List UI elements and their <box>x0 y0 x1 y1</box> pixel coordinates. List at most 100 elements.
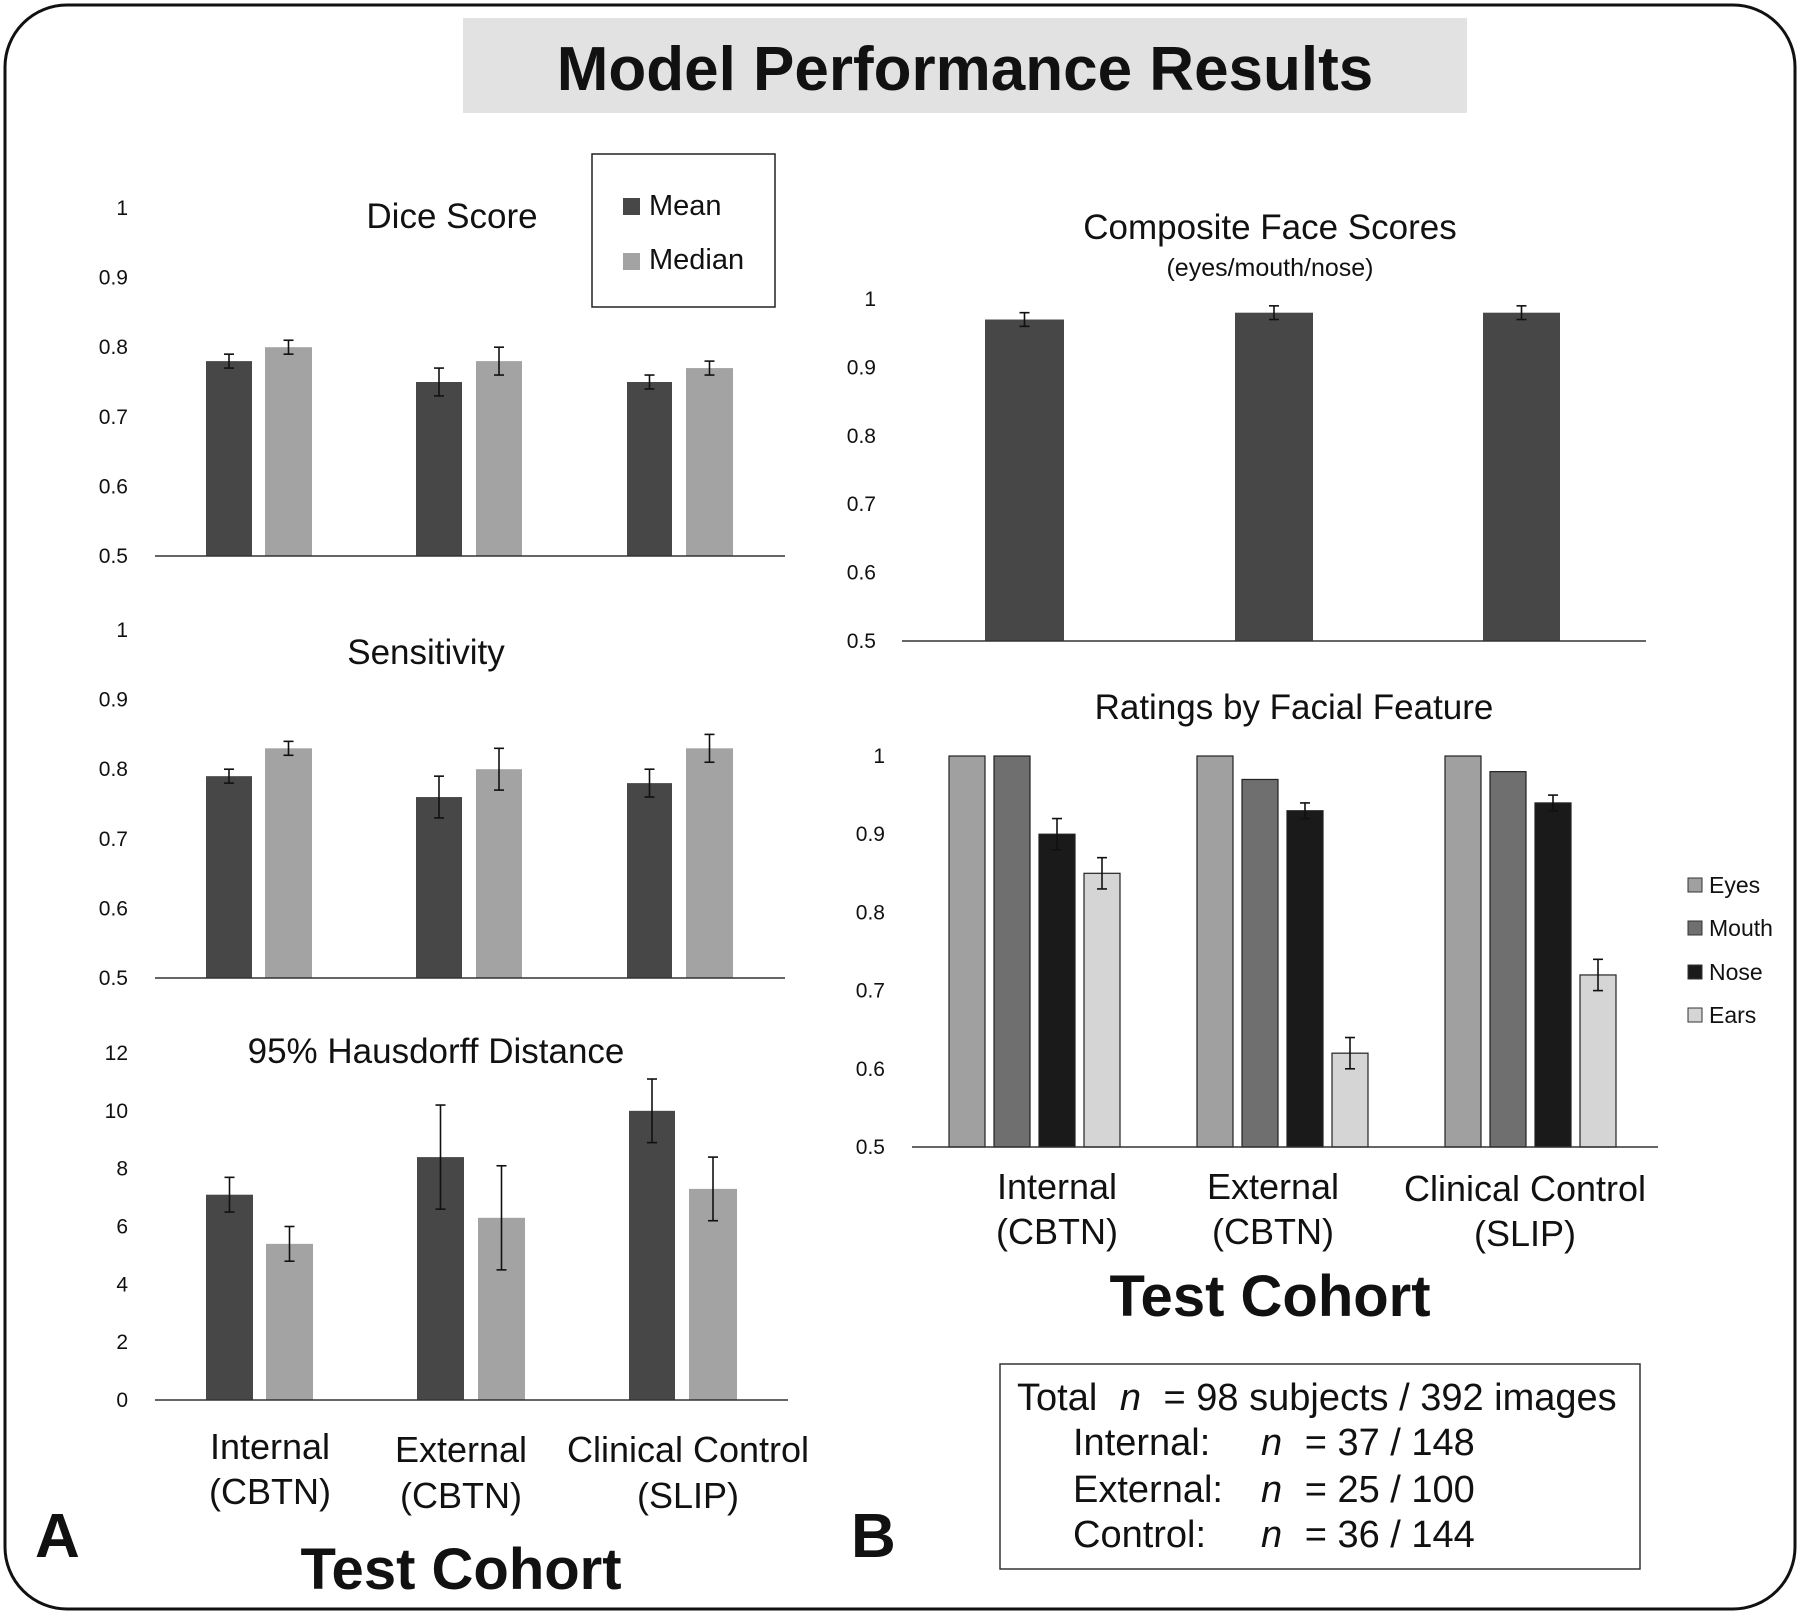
bar <box>627 382 672 556</box>
category-sublabel-control-b: (SLIP) <box>1474 1213 1576 1254</box>
y-tick-label: 4 <box>116 1273 128 1296</box>
bar <box>1196 755 1234 1148</box>
summary-external-n: n <box>1261 1469 1282 1511</box>
bar <box>686 368 733 556</box>
y-tick-label: 10 <box>105 1100 128 1123</box>
y-tick-label: 0.8 <box>99 758 128 781</box>
bar <box>1534 802 1572 1148</box>
y-tick-label: 0.5 <box>99 967 128 990</box>
bar <box>1286 810 1324 1148</box>
composite-face-scores-chart: Composite Face Scores (eyes/mouth/nose) 0.… <box>847 208 1646 653</box>
bar <box>686 748 733 978</box>
chart-title: Ratings by Facial Feature <box>1095 688 1494 727</box>
legend-swatch-mouth <box>1687 920 1703 936</box>
bar <box>206 776 252 978</box>
bar <box>266 1243 313 1400</box>
chart-title: Sensitivity <box>347 633 505 672</box>
chart-title: Composite Face Scores <box>1083 208 1456 247</box>
title-banner <box>463 18 1467 113</box>
cohort-summary-box: Total n = 98 subjects / 392 images Inter… <box>999 1363 1641 1570</box>
bar <box>1483 312 1560 641</box>
summary-internal-value: n = 37 / 148 <box>1261 1422 1475 1464</box>
category-sublabel-external-a: (CBTN) <box>400 1475 522 1516</box>
y-tick-label: 1 <box>873 745 885 768</box>
bar <box>265 748 312 978</box>
category-label-external-a: External <box>395 1429 527 1470</box>
legend-swatch-nose <box>1687 964 1703 980</box>
y-tick-label: 0.7 <box>99 406 128 429</box>
y-tick-label: 0.9 <box>99 267 128 290</box>
y-tick-label: 0.9 <box>99 689 128 712</box>
legend-label-ears: Ears <box>1709 1002 1756 1028</box>
y-tick-label: 2 <box>116 1331 128 1354</box>
summary-control-label: Control: <box>1073 1514 1206 1556</box>
category-label-control-a: Clinical Control <box>567 1429 809 1470</box>
y-tick-label: 1 <box>116 619 128 642</box>
bar <box>629 1110 675 1400</box>
category-label-internal-a: Internal <box>210 1426 330 1467</box>
y-tick-label: 0.6 <box>99 475 128 498</box>
category-sublabel-external-b: (CBTN) <box>1212 1211 1334 1252</box>
legend-box <box>591 153 776 308</box>
bar <box>476 769 522 978</box>
bar <box>689 1188 737 1400</box>
hausdorff-distance-chart: 95% Hausdorff Distance 0 2 4 6 8 10 12 <box>105 1032 788 1412</box>
bar <box>993 755 1031 1148</box>
chart-title: 95% Hausdorff Distance <box>248 1032 625 1071</box>
summary-external-count: = 25 / 100 <box>1305 1469 1475 1511</box>
legend-panel-b: Eyes Mouth Nose Ears <box>1687 872 1773 1028</box>
summary-total-prefix: Total <box>1017 1377 1097 1419</box>
bar <box>985 319 1064 641</box>
y-tick-label: 0.9 <box>847 356 876 379</box>
chart-title: Dice Score <box>366 197 537 236</box>
bar <box>1579 974 1617 1148</box>
summary-control-n: n <box>1261 1514 1282 1556</box>
y-tick-label: 0.8 <box>99 336 128 359</box>
legend-label-mean: Mean <box>649 190 722 222</box>
bar <box>1038 833 1076 1148</box>
sensitivity-chart: Sensitivity 0.5 0.6 0.7 0.8 0.9 1 <box>99 619 785 990</box>
category-label-external-b: External <box>1207 1166 1339 1207</box>
y-tick-label: 1 <box>116 197 128 220</box>
category-label-control-b: Clinical Control <box>1404 1168 1646 1209</box>
summary-internal-count: = 37 / 148 <box>1305 1422 1475 1464</box>
legend-panel-a: Mean Median <box>591 153 776 308</box>
legend-label-mouth: Mouth <box>1709 915 1773 941</box>
chart-subtitle: (eyes/mouth/nose) <box>1166 254 1373 282</box>
bar <box>476 361 522 556</box>
summary-total-line: Total n = 98 subjects / 392 images <box>1017 1377 1617 1419</box>
dice-score-chart: Dice Score 0.5 0.6 0.7 0.8 0.9 1 <box>99 197 785 568</box>
y-tick-label: 0.6 <box>99 897 128 920</box>
y-tick-label: 0.7 <box>856 980 885 1003</box>
summary-total-rest: = 98 subjects / 392 images <box>1164 1377 1617 1419</box>
bar <box>206 361 252 556</box>
summary-total-n: n <box>1120 1377 1141 1419</box>
panel-label-a: A <box>35 1502 80 1571</box>
main-title: Model Performance Results <box>557 35 1374 104</box>
bar <box>1489 771 1527 1148</box>
y-tick-label: 0.5 <box>847 630 876 653</box>
legend-swatch-median <box>623 253 640 270</box>
y-tick-label: 6 <box>116 1216 128 1239</box>
y-tick-label: 8 <box>116 1158 128 1181</box>
summary-control-value: n = 36 / 144 <box>1261 1514 1475 1556</box>
legend-swatch-eyes <box>1687 877 1703 893</box>
y-tick-label: 0.8 <box>847 425 876 448</box>
bar <box>1083 872 1121 1148</box>
category-sublabel-internal-b: (CBTN) <box>996 1211 1118 1252</box>
legend-swatch-mean <box>623 198 640 215</box>
summary-internal-n: n <box>1261 1422 1282 1464</box>
category-labels-b: Internal (CBTN) External (CBTN) Clinical… <box>996 1166 1646 1254</box>
bar <box>265 347 312 556</box>
legend-swatch-ears <box>1687 1007 1703 1023</box>
y-tick-label: 0.6 <box>847 562 876 585</box>
legend-label-nose: Nose <box>1709 959 1763 985</box>
bar <box>1444 755 1482 1148</box>
category-sublabel-control-a: (SLIP) <box>637 1475 739 1516</box>
facial-feature-ratings-chart: Ratings by Facial Feature 0.5 0.6 0.7 0.8 0.9… <box>856 688 1658 1159</box>
summary-external-label: External: <box>1073 1469 1223 1511</box>
y-tick-label: 0.6 <box>856 1058 885 1081</box>
bar <box>206 1194 253 1400</box>
bar <box>627 783 672 978</box>
